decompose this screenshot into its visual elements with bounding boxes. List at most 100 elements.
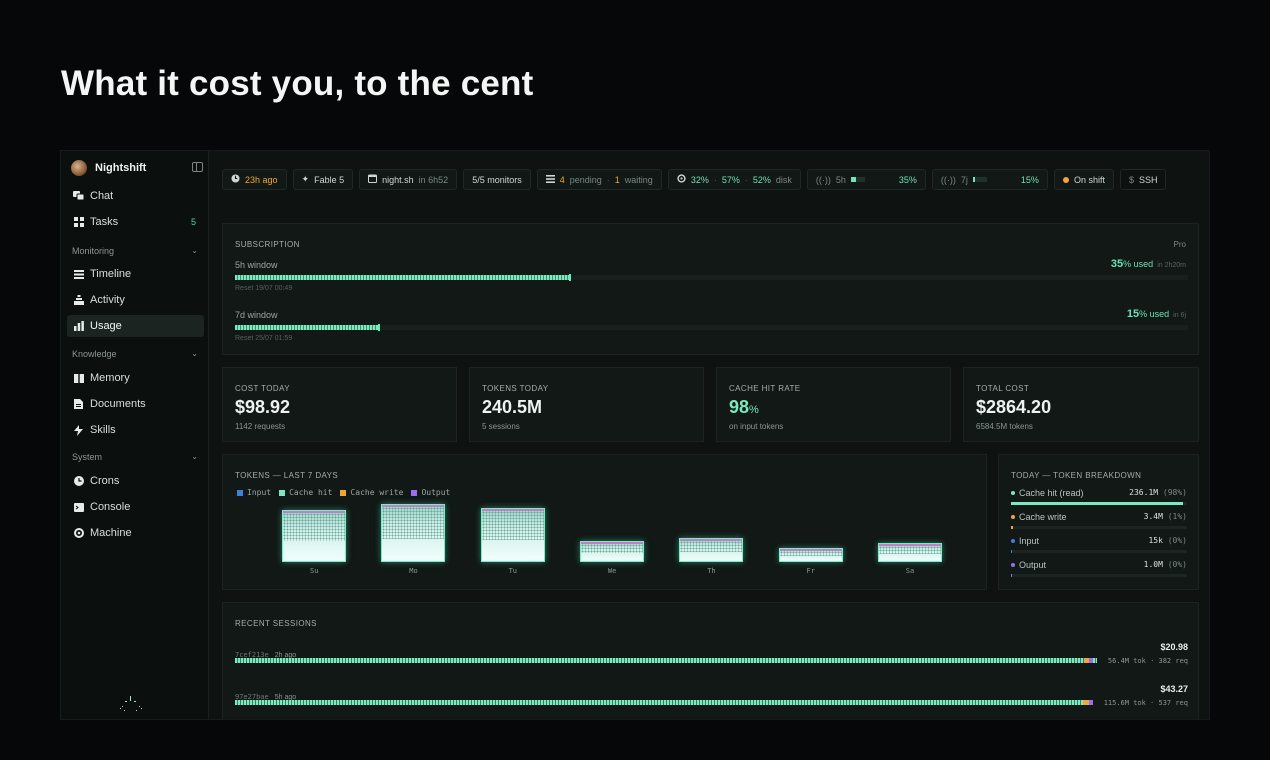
bar-chart-icon [73, 321, 84, 332]
breakdown-fill [1011, 502, 1184, 505]
page-headline: What it cost you, to the cent [61, 64, 534, 103]
sidebar-item-usage[interactable]: Usage [67, 315, 204, 337]
breakdown-row: Cache hit (read) 236.1M (98%) [1011, 488, 1187, 505]
stat-card-cost-today: COST TODAY $98.92 1142 requests [222, 367, 457, 442]
chart-bar[interactable] [480, 508, 545, 562]
session-row[interactable]: 7cef213e 2h ago $20.98 56.4M tok · 382 re… [235, 642, 1188, 665]
shift-status-pill[interactable]: On shift [1053, 169, 1114, 190]
window-progress-track [235, 274, 1188, 281]
sidebar-item-tasks[interactable]: Tasks 5 [67, 211, 204, 233]
breakdown-value: 15k (0%) [1148, 536, 1187, 545]
window-label: 7d window [235, 310, 278, 320]
avatar [71, 160, 87, 176]
chart-bar[interactable] [381, 504, 446, 562]
memory-percent: 57% [721, 174, 740, 185]
section-system[interactable]: System ⌄ [72, 452, 198, 462]
legend-label: Cache write [350, 488, 404, 497]
sidebar-item-documents[interactable]: Documents [67, 393, 204, 415]
window-progress-fill [235, 325, 378, 330]
gear-icon [73, 528, 84, 539]
sidebar-item-label: Chat [90, 190, 114, 202]
breakdown-name: Cache hit (read) [1011, 488, 1187, 498]
sidebar-item-chat[interactable]: Chat [67, 185, 204, 207]
recent-sessions-card: RECENT SESSIONS 7cef213e 2h ago $20.98 56… [222, 602, 1199, 719]
system-resources-pill[interactable]: 32% · 57% · 52% disk [667, 169, 801, 190]
brand[interactable]: Nightshift [71, 159, 203, 177]
breakdown-name: Cache write [1011, 512, 1187, 522]
session-cost: $43.27 [1160, 684, 1188, 694]
tokens-chart-card: TOKENS — LAST 7 DAYS Input Cache hit Cac… [222, 454, 987, 590]
sidebar-item-label: Console [90, 501, 131, 513]
chart-bar[interactable] [778, 548, 843, 562]
model-name: Fable 5 [314, 174, 345, 185]
sidebar-item-memory[interactable]: Memory [67, 367, 204, 389]
stat-card-tokens-today: TOKENS TODAY 240.5M 5 sessions [469, 367, 704, 442]
queue-pill[interactable]: 4 pending · 1 waiting [536, 169, 662, 190]
sidebar-item-skills[interactable]: Skills [67, 419, 204, 441]
sidebar-toggle-icon[interactable] [192, 162, 203, 172]
chat-icon [73, 191, 84, 202]
ssh-label: SSH [1138, 174, 1158, 185]
stat-value: $2864.20 [976, 397, 1052, 417]
next-run-pill[interactable]: night.sh in 6h52 [359, 169, 458, 190]
window-used-percent: 35 [1110, 258, 1124, 270]
monitors-pill[interactable]: 5/5 monitors [463, 169, 531, 190]
chart-bar[interactable] [579, 541, 644, 562]
window-used-suffix: % used [1123, 259, 1154, 269]
ssh-button[interactable]: $ SSH [1119, 169, 1167, 190]
stat-sub: 6584.5M tokens [976, 422, 1033, 431]
waiting-label: waiting [624, 174, 653, 185]
separator: · [713, 174, 717, 185]
stat-value-number: 98 [729, 397, 750, 417]
sidebar-item-crons[interactable]: Crons [67, 470, 204, 492]
lightning-icon [73, 424, 84, 436]
sidebar-item-label: Tasks [90, 216, 119, 228]
loading-spinner-icon [120, 696, 142, 711]
window-7d-pill[interactable]: ((·)) 7j 15% [931, 169, 1048, 190]
breakdown-amount: 1.0M [1143, 560, 1163, 569]
breakdown-fill [1011, 574, 1012, 577]
list-icon [73, 269, 84, 280]
breakdown-name: Input [1011, 536, 1187, 546]
chart-bar[interactable] [282, 510, 346, 562]
separator: · [606, 174, 610, 185]
breakdown-track [1011, 502, 1187, 505]
sidebar: Nightshift Chat Tasks 5 Monitoring ⌄ Tim… [61, 151, 209, 719]
legend-label: Output [421, 488, 451, 497]
sparkle-icon: ✦ [301, 174, 310, 184]
session-bar-segment [1083, 700, 1089, 705]
chart-bar[interactable] [877, 543, 942, 562]
sidebar-item-activity[interactable]: Activity [67, 289, 204, 311]
section-knowledge[interactable]: Knowledge ⌄ [72, 349, 198, 359]
stat-value: $98.92 [235, 397, 291, 417]
sidebar-item-timeline[interactable]: Timeline [67, 263, 204, 285]
breakdown-fill [1011, 550, 1012, 553]
breakdown-dot [1011, 539, 1015, 543]
clock-icon [73, 476, 84, 487]
monitors-count: 5/5 monitors [472, 174, 522, 185]
window-5h-percent: 35% [898, 174, 917, 185]
sidebar-item-label: Documents [90, 398, 146, 410]
stat-sub: 1142 requests [235, 422, 286, 431]
legend-swatch [411, 489, 418, 496]
calendar-icon [368, 174, 378, 185]
last-run-pill[interactable]: 23h ago [222, 169, 287, 190]
tasks-count-badge: 5 [190, 217, 196, 227]
clock-icon [231, 174, 240, 185]
session-row[interactable]: 97e27bae 5h ago $43.27 115.6M tok · 537 r… [235, 684, 1188, 707]
chart-bar[interactable] [679, 538, 744, 562]
model-pill[interactable]: ✦ Fable 5 [292, 169, 354, 190]
breakdown-label: Input [1019, 536, 1040, 546]
sidebar-item-label: Usage [90, 320, 122, 332]
legend-item-input: Input [237, 488, 271, 497]
window-usage: 15% used in 6j [1127, 308, 1186, 320]
sidebar-item-machine[interactable]: Machine [67, 522, 204, 544]
app-window: Nightshift Chat Tasks 5 Monitoring ⌄ Tim… [60, 150, 1210, 720]
window-5h-pill[interactable]: ((·)) 5h 35% [806, 169, 926, 190]
sidebar-item-console[interactable]: Console [67, 496, 204, 518]
window-7d-label: 7j [960, 174, 968, 185]
section-monitoring[interactable]: Monitoring ⌄ [72, 246, 198, 256]
legend-label: Input [247, 488, 272, 497]
session-token-bar [235, 700, 1083, 705]
session-token-bar [235, 658, 1097, 663]
